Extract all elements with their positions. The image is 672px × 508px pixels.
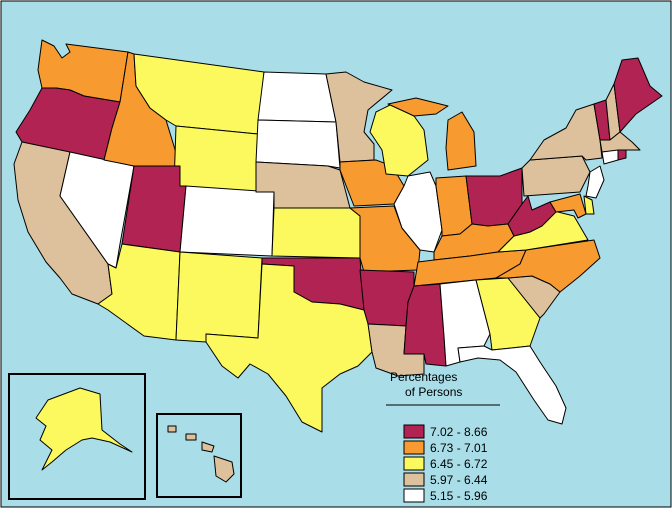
state-nm <box>175 251 263 343</box>
state-ri <box>617 149 627 161</box>
alaska-inset-frame <box>8 373 146 500</box>
legend-label: 6.73 - 7.01 <box>430 441 488 455</box>
state-wy <box>173 125 259 193</box>
hawaii-inset-frame <box>156 413 242 498</box>
state-ms <box>403 283 447 367</box>
state-nd <box>257 71 337 123</box>
legend-swatch <box>403 424 425 439</box>
state-ks <box>271 207 361 259</box>
legend-title-line2: of Persons <box>405 385 462 399</box>
state-ut <box>121 165 187 253</box>
legend-swatch <box>403 488 425 503</box>
state-me <box>613 57 663 133</box>
state-hi <box>167 425 235 483</box>
state-in <box>435 175 473 237</box>
legend-label: 5.97 - 6.44 <box>430 473 488 487</box>
state-pa <box>521 155 591 197</box>
state-ak <box>35 387 133 471</box>
legend-label: 7.02 - 8.66 <box>430 425 488 439</box>
legend-label: 6.45 - 6.72 <box>430 457 488 471</box>
state-il <box>393 171 443 253</box>
legend: Percentages of Persons 7.02 - 8.66 6.73 -… <box>386 370 500 503</box>
state-ar <box>359 269 415 327</box>
legend-label: 5.15 - 5.96 <box>430 489 488 503</box>
state-co <box>179 185 275 257</box>
state-mi <box>387 97 477 171</box>
state-de <box>583 195 595 215</box>
state-mn <box>325 71 393 163</box>
state-nc <box>495 239 601 293</box>
state-tx <box>205 263 373 433</box>
legend-swatch <box>403 440 425 455</box>
state-md <box>549 193 587 219</box>
legend-swatch <box>403 472 425 487</box>
state-fl <box>457 345 567 425</box>
legend-title-line1: Percentages <box>390 370 457 384</box>
state-nj <box>585 165 605 199</box>
state-sd <box>255 119 341 169</box>
legend-swatch <box>403 456 425 471</box>
